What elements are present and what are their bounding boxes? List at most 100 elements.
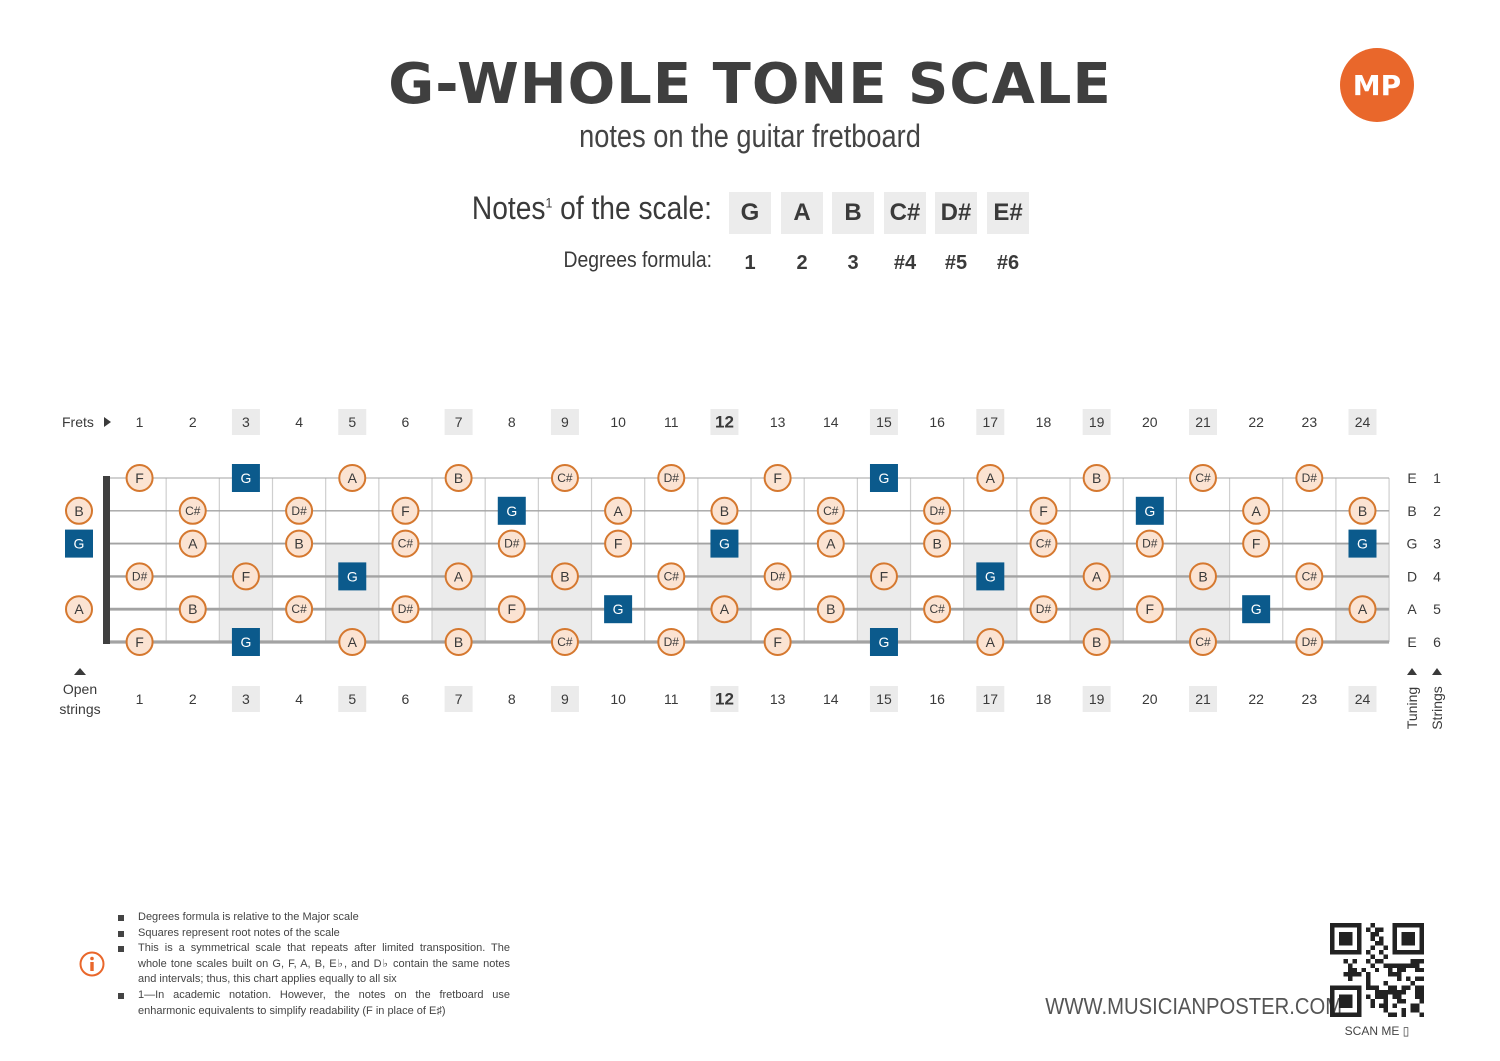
note-label: A <box>188 536 198 552</box>
note-label: F <box>1252 536 1261 552</box>
fret-number: 2 <box>189 691 197 707</box>
note-circle <box>816 496 845 525</box>
note-circle <box>391 529 420 558</box>
note-circle <box>657 628 686 656</box>
note-circle <box>497 595 526 624</box>
fret-number: 18 <box>1036 414 1052 430</box>
fret-number-marker <box>338 409 367 435</box>
fret-number: 5 <box>348 691 356 707</box>
fret-number: 6 <box>402 691 410 707</box>
fret-number-marker <box>869 409 898 435</box>
note-circle <box>125 562 154 591</box>
root-note-square <box>604 595 633 624</box>
note-label: C# <box>664 569 680 583</box>
fret-number-marker <box>338 686 367 712</box>
fret-number: 15 <box>876 691 892 707</box>
note-label: B <box>454 634 463 650</box>
root-note-square <box>976 562 1005 591</box>
fret-number: 7 <box>455 414 463 430</box>
note-circle <box>1242 529 1271 558</box>
root-note-square <box>65 529 93 558</box>
note-label: A <box>986 634 996 650</box>
note-label: B <box>188 601 197 617</box>
note-circle <box>65 496 93 525</box>
fret-number-marker <box>710 686 739 712</box>
fret-marker-shade <box>857 543 911 642</box>
scale-note: B <box>832 192 874 234</box>
note-circle <box>1135 529 1164 558</box>
note-label: D# <box>1036 602 1052 616</box>
note-label: C# <box>1195 635 1211 649</box>
fret-number-marker <box>1348 686 1377 712</box>
footnote-item: 1—In academic notation. However, the not… <box>118 988 510 1019</box>
note-circle <box>1348 595 1377 624</box>
root-note-label: G <box>240 470 251 486</box>
brand-logo: MP <box>1340 48 1414 122</box>
scale-degree: #5 <box>944 252 968 274</box>
note-circle <box>1348 496 1377 525</box>
note-circle <box>763 628 792 656</box>
frets-label: Frets <box>62 414 94 430</box>
string-number-label: 3 <box>1433 536 1441 552</box>
fret-number-marker <box>710 409 739 435</box>
fret-number: 11 <box>664 414 679 430</box>
fret-number-marker <box>231 686 260 712</box>
fret-number: 14 <box>823 691 839 707</box>
fret-number-marker <box>1348 409 1377 435</box>
website-link[interactable]: WWW.MUSICIANPOSTER.COM <box>1045 993 1343 1019</box>
fret-number: 13 <box>770 414 786 430</box>
degrees-label: Degrees formula: <box>563 247 713 272</box>
scale-note: G <box>729 192 771 234</box>
note-circle <box>338 464 367 492</box>
note-label: D# <box>132 569 148 583</box>
fret-marker-shade <box>1176 543 1230 642</box>
root-note-square <box>1242 595 1271 624</box>
fret-number: 8 <box>508 414 516 430</box>
fret-number-marker <box>869 686 898 712</box>
root-note-label: G <box>985 568 996 584</box>
note-circle <box>604 496 633 525</box>
page-subtitle: notes on the guitar fretboard <box>579 118 921 154</box>
note-label: D# <box>398 602 414 616</box>
note-label: C# <box>823 504 839 518</box>
fret-number: 10 <box>610 691 626 707</box>
string-tuning-label: D <box>1407 568 1417 584</box>
note-label: D# <box>929 504 945 518</box>
note-circle <box>1029 529 1058 558</box>
note-circle <box>1188 464 1217 492</box>
note-circle <box>550 562 579 591</box>
fret-marker-shade <box>432 543 486 642</box>
fret-number: 6 <box>402 414 410 430</box>
string-number-label: 1 <box>1433 470 1441 486</box>
note-label: A <box>986 470 996 486</box>
note-circle <box>285 496 314 525</box>
note-label: A <box>826 536 836 552</box>
fret-number: 21 <box>1195 414 1211 430</box>
scale-note: A <box>781 192 823 234</box>
note-label: B <box>826 601 835 617</box>
string-number-label: 5 <box>1433 601 1441 617</box>
qr-code-icon[interactable] <box>1330 923 1424 1017</box>
note-circle <box>869 562 898 591</box>
note-circle <box>497 529 526 558</box>
note-label: C# <box>1195 471 1211 485</box>
fret-number: 20 <box>1142 691 1158 707</box>
note-circle <box>710 595 739 624</box>
note-circle <box>1082 562 1111 591</box>
note-label: C# <box>1036 537 1052 551</box>
fret-number: 2 <box>189 414 197 430</box>
scan-me-label: SCAN ME ▯ <box>1344 1024 1410 1038</box>
note-circle <box>391 496 420 525</box>
fret-number-marker <box>1082 686 1111 712</box>
note-circle <box>285 529 314 558</box>
note-label: A <box>454 568 464 584</box>
fret-number-marker <box>444 686 473 712</box>
open-strings-label: Open <box>63 681 97 697</box>
open-strings-arrow-icon <box>74 668 86 675</box>
note-label: B <box>294 536 303 552</box>
scale-degree: #4 <box>893 252 917 274</box>
fret-number: 7 <box>455 691 463 707</box>
note-label: B <box>1358 503 1367 519</box>
note-circle <box>1029 496 1058 525</box>
fret-number: 1 <box>136 691 144 707</box>
